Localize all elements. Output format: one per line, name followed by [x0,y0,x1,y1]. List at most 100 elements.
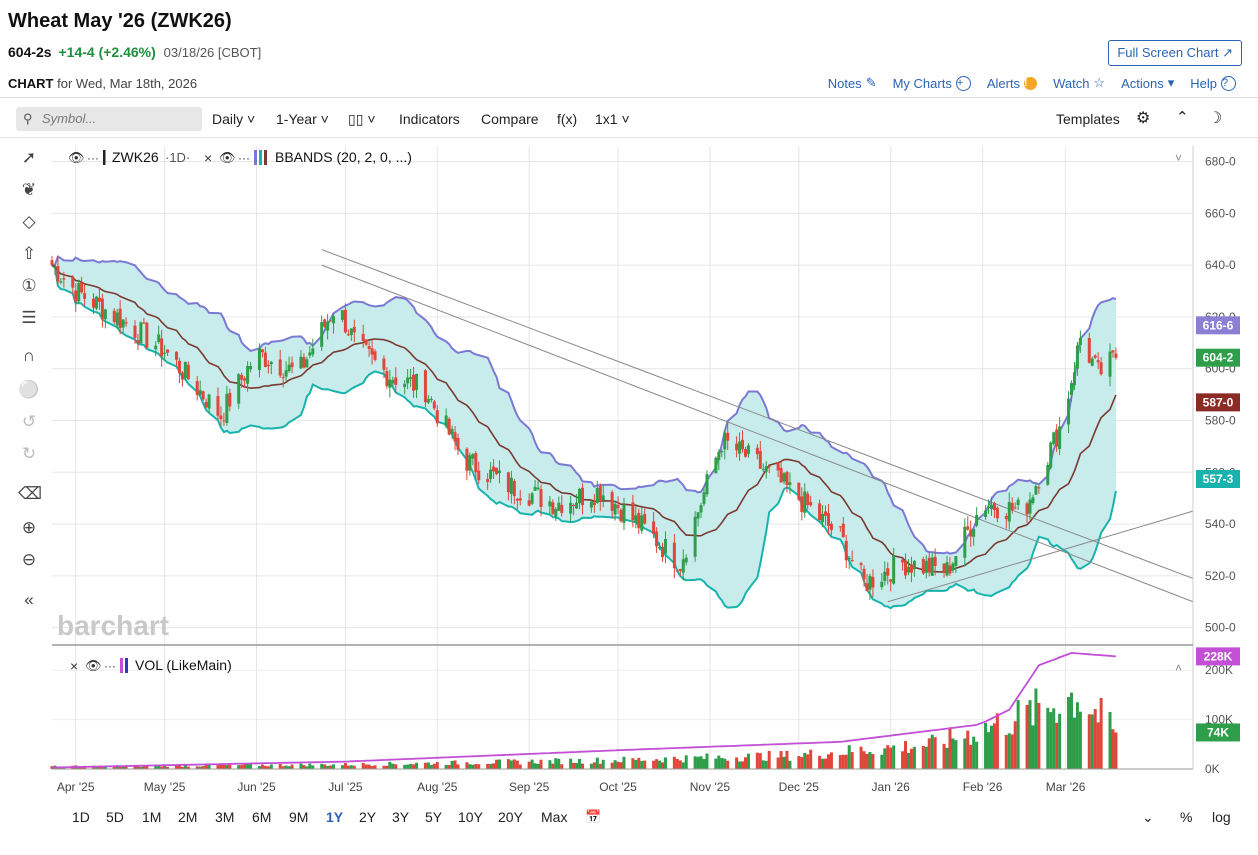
collapse-up-icon[interactable]: ⌃ [1176,109,1189,126]
gear-icon[interactable]: ⚙ [1136,110,1151,127]
range-button[interactable]: 2Y [359,809,377,825]
trash-icon[interactable]: ⌫ [18,484,43,503]
trendline-tool-icon[interactable]: ➚ [21,148,37,167]
volume-bar [216,765,220,769]
range-button[interactable]: 3Y [392,809,410,825]
candle-body [198,390,202,395]
candle-body [696,512,700,519]
candle-body [782,473,786,482]
candle-body [260,349,264,353]
volume-badge [1196,647,1240,666]
volume-bar [892,745,896,769]
volume-bar [527,761,531,769]
plus-icon: + [955,75,971,91]
candle-body [1090,358,1094,366]
price-chart[interactable]: 500-0520-0540-0560-0580-0600-0620-0640-0… [0,138,1258,804]
volume-bar [1010,734,1014,769]
volume-bar [797,756,801,769]
candle-body [426,398,430,403]
measure-tool-icon[interactable]: ☰ [21,308,37,327]
percent-toggle[interactable]: % [1180,809,1193,825]
range-button[interactable]: 5Y [425,809,443,825]
volume-bar [693,756,697,769]
collapse-left-icon[interactable]: « [24,590,34,609]
volume-bar [299,763,303,769]
expand-icon: ↗ [1222,45,1233,60]
expand-down-icon[interactable]: ⌄ [1142,809,1154,825]
compare-button[interactable]: Compare [481,111,539,127]
unlock-icon[interactable]: ⚪ [18,380,40,399]
candle-body [699,505,703,513]
zoom-in-icon[interactable]: ⊕ [21,518,37,537]
volume-bar [942,743,946,769]
range-button[interactable]: Max [541,809,568,825]
candle-body [1025,503,1029,515]
my-charts-link[interactable]: My Charts + [893,75,971,91]
range-button[interactable]: 1D [72,809,90,825]
candle-body [909,564,913,573]
redo-icon[interactable]: ↻ [21,444,37,463]
trendline [321,249,1194,579]
volume-bar [927,738,931,769]
undo-icon[interactable]: ↺ [21,412,37,431]
volume-bar [533,763,537,769]
help-link[interactable]: Help? [1190,75,1236,91]
magnet-icon[interactable]: ∩ [22,346,36,365]
volume-bar [311,765,315,769]
trendlines [321,249,1194,603]
fx-button[interactable]: f(x) [557,111,578,127]
log-toggle[interactable]: log [1212,809,1231,825]
volume-bar [207,765,211,769]
volume-bar [948,727,952,769]
candle-body [741,439,745,450]
symbol-search-input[interactable]: ⚲ Symbol... [16,107,202,131]
zoom-out-icon[interactable]: ⊖ [21,550,37,569]
period-dropdown[interactable]: Daily ˅ [212,111,255,127]
range-button[interactable]: 2M [178,809,198,825]
candle-body [1075,345,1079,369]
range-button[interactable]: 1Y [326,809,344,825]
alerts-link[interactable]: Alerts! [987,75,1038,91]
range-dropdown[interactable]: 1-Year ˅ [276,111,329,127]
fib-tool-icon[interactable]: ❦ [21,180,37,199]
candle-body [287,364,291,372]
calendar-icon[interactable]: 📅 [585,809,602,824]
actions-menu[interactable]: Actions ▾ [1121,75,1174,91]
arrow-tool-icon[interactable]: ⇧ [21,244,37,263]
range-button[interactable]: 3M [215,809,235,825]
volume-bar [1046,707,1050,769]
volume-bar [352,765,356,769]
volume-bar [880,754,884,769]
volume-bar [222,764,226,769]
range-button[interactable]: 5D [106,809,124,825]
volume-bar [492,763,496,769]
volume-bar [557,758,561,769]
range-button[interactable]: 6M [252,809,272,825]
candle-body [124,322,128,324]
full-screen-chart-button[interactable]: Full Screen Chart ↗ [1108,40,1242,66]
annotation-tool-icon[interactable]: ① [21,276,37,295]
chart-type-dropdown[interactable]: ▯▯ ˅ [348,111,376,128]
shape-tool-icon[interactable]: ◇ [22,212,36,231]
range-button[interactable]: 9M [289,809,309,825]
dark-mode-icon[interactable]: ☽ [1208,110,1223,127]
indicators-button[interactable]: Indicators [399,111,460,127]
layout-dropdown[interactable]: 1x1 ˅ [595,111,630,127]
candle-body [388,379,392,388]
range-button[interactable]: 10Y [458,809,483,825]
templates-button[interactable]: Templates [1056,111,1120,127]
volume-bar [166,767,170,769]
x-tick-label: Jan '26 [872,780,911,794]
watch-link[interactable]: Watch ☆ [1053,75,1105,91]
range-button[interactable]: 1M [142,809,162,825]
candle-body [246,366,250,384]
volume-bar [601,759,605,769]
volume-bar [678,760,682,769]
volume-bar [1049,712,1053,769]
range-button[interactable]: 20Y [498,809,523,825]
candle-body [821,513,825,523]
volume-bar [779,751,783,769]
volume-bar [726,760,730,769]
notes-link[interactable]: Notes ✎ [828,75,877,91]
volume-badge-label: 228K [1204,649,1233,663]
